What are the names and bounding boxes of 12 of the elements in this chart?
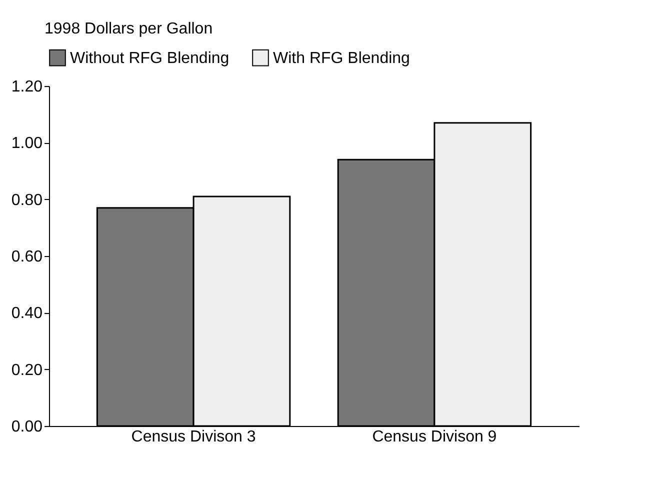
y-tick-label: 0.00 <box>11 418 43 436</box>
legend-label: With RFG Blending <box>273 50 410 67</box>
y-tick-label: 0.80 <box>11 192 43 209</box>
y-tick-label: 1.00 <box>11 135 43 152</box>
y-tick-label: 0.60 <box>11 248 43 266</box>
y-tick-label: 0.40 <box>11 305 43 322</box>
y-axis-title: 1998 Dollars per Gallon <box>44 20 213 38</box>
x-tick-label: Census Divison 9 <box>372 428 497 446</box>
legend-label: Without RFG Blending <box>70 50 230 67</box>
x-tick-label: Census Divison 3 <box>131 428 256 446</box>
y-tick-label: 0.20 <box>11 362 43 379</box>
y-tick-label: 1.20 <box>11 78 43 96</box>
